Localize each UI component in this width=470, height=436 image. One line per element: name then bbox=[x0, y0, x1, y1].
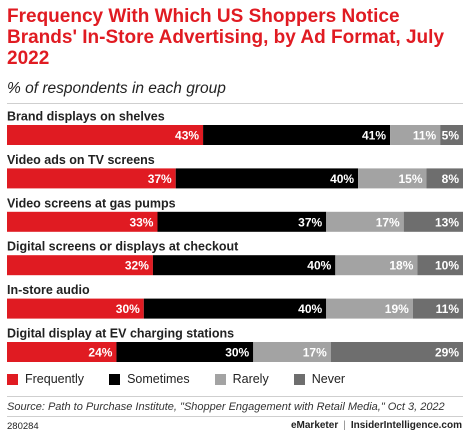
footer-brand: eMarketer | InsiderIntelligence.com bbox=[291, 420, 462, 431]
bar-sometimes-brand-displays-on-shelves bbox=[203, 125, 391, 145]
legend-label-sometimes: Sometimes bbox=[127, 372, 190, 386]
bar-never-in-store-audio bbox=[412, 298, 463, 319]
brand-emarketer: eMarketer bbox=[290, 420, 339, 431]
data-label-rarely-video-ads-on-tv-screens: 15% bbox=[398, 172, 422, 186]
stacked-bar-chart: Brand displays on shelves 43% 41% 11% 5% Vide… bbox=[7, 110, 463, 362]
data-label-frequently-in-store-audio: 30% bbox=[116, 302, 140, 316]
bottom-divider bbox=[7, 396, 463, 397]
bar-sometimes-video-screens-at-gas-pumps bbox=[157, 211, 327, 232]
bar-sometimes-in-store-audio bbox=[143, 298, 327, 319]
data-label-sometimes-video-screens-at-gas-pumps: 37% bbox=[298, 215, 322, 229]
chart-id: 280284 bbox=[7, 421, 39, 432]
data-label-frequently-brand-displays-on-shelves: 43% bbox=[175, 129, 199, 143]
data-label-frequently-digital-display-at-ev-charging-stations: 24% bbox=[88, 346, 112, 360]
brand-insider-intelligence: InsiderIntelligence.com bbox=[350, 420, 462, 431]
data-label-rarely-in-store-audio: 19% bbox=[385, 302, 409, 316]
bar-rarely-digital-screens-or-displays-at-checkout bbox=[335, 255, 418, 276]
legend-swatch-sometimes bbox=[109, 373, 121, 385]
data-label-sometimes-video-ads-on-tv-screens: 40% bbox=[330, 172, 354, 186]
bar-frequently-digital-screens-or-displays-at-checkout bbox=[7, 255, 153, 276]
bar-frequently-in-store-audio bbox=[7, 298, 144, 319]
data-label-sometimes-digital-screens-or-displays-at-checkout: 40% bbox=[307, 259, 331, 273]
legend-item-sometimes: Sometimes bbox=[109, 372, 190, 386]
bar-never-video-ads-on-tv-screens bbox=[426, 168, 463, 189]
legend-item-never: Never bbox=[293, 372, 346, 386]
data-label-never-in-store-audio: 11% bbox=[436, 302, 460, 316]
data-label-never-digital-screens-or-displays-at-checkout: 10% bbox=[435, 259, 459, 273]
data-label-sometimes-digital-display-at-ev-charging-stations: 30% bbox=[225, 346, 249, 360]
data-label-sometimes-in-store-audio: 40% bbox=[298, 302, 322, 316]
data-label-frequently-video-ads-on-tv-screens: 37% bbox=[148, 172, 172, 186]
category-label-digital-screens-or-displays-at-checkout: Digital screens or displays at checkout bbox=[7, 240, 239, 254]
bar-sometimes-digital-display-at-ev-charging-stations bbox=[116, 342, 254, 362]
footer-divider bbox=[7, 416, 463, 417]
data-label-rarely-brand-displays-on-shelves: 11% bbox=[413, 129, 437, 143]
bar-never-digital-screens-or-displays-at-checkout bbox=[417, 255, 463, 276]
category-label-digital-display-at-ev-charging-stations: Digital display at EV charging stations bbox=[7, 327, 234, 341]
legend-label-rarely: Rarely bbox=[232, 372, 269, 386]
source-note: Source: Path to Purchase Institute, "Sho… bbox=[7, 401, 445, 413]
chart-subtitle: % of respondents in each group bbox=[7, 80, 226, 97]
bar-sometimes-digital-screens-or-displays-at-checkout bbox=[152, 255, 336, 276]
data-label-rarely-digital-screens-or-displays-at-checkout: 18% bbox=[389, 259, 413, 273]
bar-frequently-digital-display-at-ev-charging-stations bbox=[7, 342, 117, 362]
bar-never-video-screens-at-gas-pumps bbox=[403, 211, 463, 232]
legend-swatch-frequently bbox=[7, 373, 18, 385]
bar-sometimes-video-ads-on-tv-screens bbox=[175, 168, 359, 189]
legend-label-frequently: Frequently bbox=[25, 372, 85, 386]
data-label-never-brand-displays-on-shelves: 5% bbox=[442, 129, 460, 143]
category-label-brand-displays-on-shelves: Brand displays on shelves bbox=[7, 110, 165, 124]
bar-frequently-video-screens-at-gas-pumps bbox=[7, 211, 158, 232]
bar-rarely-video-ads-on-tv-screens bbox=[358, 168, 427, 189]
bar-frequently-brand-displays-on-shelves bbox=[7, 125, 204, 145]
bar-rarely-digital-display-at-ev-charging-stations bbox=[253, 342, 331, 362]
legend: Frequently Sometimes Rarely Never bbox=[7, 372, 370, 386]
bar-rarely-brand-displays-on-shelves bbox=[390, 125, 441, 145]
legend-label-never: Never bbox=[311, 372, 346, 386]
legend-item-rarely: Rarely bbox=[214, 372, 269, 386]
legend-swatch-never bbox=[293, 373, 305, 385]
bar-rarely-in-store-audio bbox=[326, 298, 413, 319]
data-label-rarely-digital-display-at-ev-charging-stations: 17% bbox=[303, 346, 327, 360]
brand-separator: | bbox=[343, 420, 346, 431]
top-divider bbox=[7, 103, 463, 104]
data-label-frequently-video-screens-at-gas-pumps: 33% bbox=[129, 215, 153, 229]
legend-swatch-rarely bbox=[214, 373, 226, 385]
data-label-sometimes-brand-displays-on-shelves: 41% bbox=[362, 129, 386, 143]
bar-rarely-video-screens-at-gas-pumps bbox=[326, 211, 404, 232]
data-label-never-video-screens-at-gas-pumps: 13% bbox=[435, 215, 459, 229]
bar-never-digital-display-at-ev-charging-stations bbox=[330, 342, 463, 362]
data-label-frequently-digital-screens-or-displays-at-checkout: 32% bbox=[125, 259, 149, 273]
data-label-never-video-ads-on-tv-screens: 8% bbox=[442, 172, 460, 186]
bar-never-brand-displays-on-shelves bbox=[440, 125, 463, 145]
chart-title: Frequency With Which US Shoppers Notice … bbox=[7, 6, 445, 69]
category-label-in-store-audio: In-store audio bbox=[7, 283, 90, 297]
legend-item-frequently: Frequently bbox=[7, 372, 84, 386]
category-label-video-screens-at-gas-pumps: Video screens at gas pumps bbox=[7, 196, 176, 210]
bar-frequently-video-ads-on-tv-screens bbox=[7, 168, 176, 189]
data-label-rarely-video-screens-at-gas-pumps: 17% bbox=[376, 215, 400, 229]
data-label-never-digital-display-at-ev-charging-stations: 29% bbox=[435, 346, 459, 360]
category-label-video-ads-on-tv-screens: Video ads on TV screens bbox=[7, 153, 155, 167]
